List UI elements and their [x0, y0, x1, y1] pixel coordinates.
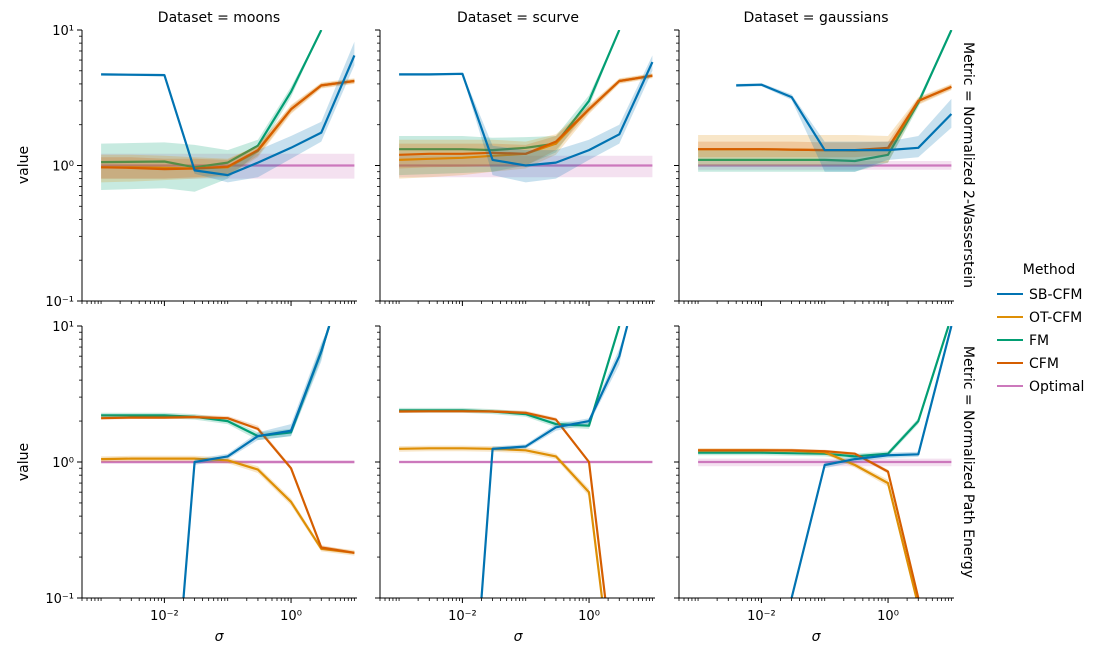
panel-1-0: 10⁻¹ 10⁰ 10¹ 10⁻² 10⁰ [45, 320, 357, 624]
band-cfm [399, 73, 653, 169]
panel-data [101, 326, 355, 598]
y-axis-label-row1: value [16, 146, 32, 184]
y-tick-label: 10⁻¹ [45, 592, 74, 607]
line-ot-cfm [101, 457, 355, 554]
panel-0-1 [375, 29, 655, 306]
line-sb-cfm [182, 326, 331, 598]
y-tick-label: 10⁰ [52, 456, 74, 471]
line-sb-cfm [736, 83, 953, 152]
band-cfm [399, 409, 606, 598]
line-ot-cfm [698, 449, 918, 598]
band-fm [698, 326, 949, 460]
line-ot-cfm [399, 447, 604, 598]
line-fm [399, 30, 621, 152]
band-fm [698, 30, 952, 172]
panel-1-1: 10⁻² 10⁰ [375, 325, 655, 624]
band-ot-cfm [101, 78, 355, 183]
col-title-gaussians: Dataset = gaussians [743, 10, 888, 26]
legend-entry-ot-cfm: OT-CFM [997, 310, 1082, 326]
x-axis-label-col2: σ [514, 629, 524, 645]
legend-label: OT-CFM [1029, 310, 1082, 326]
legend: Method SB-CFM OT-CFM FM CFM Optimal [997, 262, 1084, 395]
col-title-moons: Dataset = moons [158, 10, 280, 26]
panel-1-2: 10⁻² 10⁰ [674, 325, 954, 624]
panel-0-0: 10⁻¹ 10⁰ 10¹ [45, 24, 357, 310]
y-tick-label: 10⁰ [52, 160, 74, 175]
x-tick-label: 10⁰ [280, 609, 302, 624]
band-ot-cfm [399, 73, 653, 179]
x-tick-label: 10⁰ [578, 609, 600, 624]
line-sb-cfm [101, 54, 356, 177]
line-fm [698, 326, 950, 458]
line-sb-cfm [480, 326, 629, 598]
x-tick-label: 10⁻² [150, 609, 179, 624]
x-axis-label-col3: σ [812, 629, 822, 645]
legend-entry-cfm: CFM [997, 356, 1059, 372]
line-cfm [101, 79, 355, 171]
legend-entry-fm: FM [997, 333, 1049, 349]
panel-0-2 [674, 29, 954, 306]
panel-data [101, 30, 356, 192]
y-axis-label-row2: value [16, 443, 32, 481]
line-cfm [399, 74, 653, 156]
col-title-scurve: Dataset = scurve [457, 10, 579, 26]
band-ot-cfm [698, 83, 952, 166]
panel-data [399, 30, 654, 183]
panel-data [698, 30, 953, 172]
row-title-wasserstein: Metric = Normalized 2-Wasserstein [960, 42, 976, 288]
y-tick-label: 10⁻¹ [45, 295, 74, 310]
line-fm [101, 30, 323, 169]
line-sb-cfm [399, 61, 654, 167]
band-fm [399, 30, 620, 176]
legend-label: Optimal [1029, 379, 1084, 395]
row-title-path-energy: Metric = Normalized Path Energy [960, 346, 976, 578]
x-tick-label: 10⁻² [747, 609, 776, 624]
line-sb-cfm [790, 326, 953, 598]
line-fm [698, 30, 953, 163]
legend-entry-optimal: Optimal [997, 379, 1084, 395]
x-axis-label-col1: σ [215, 629, 225, 645]
panel-data [399, 326, 653, 598]
legend-entry-sb-cfm: SB-CFM [997, 287, 1082, 303]
line-cfm [101, 416, 355, 554]
x-tick-label: 10⁻² [448, 609, 477, 624]
line-cfm [698, 449, 920, 598]
legend-title: Method [1023, 262, 1076, 278]
line-cfm [399, 410, 607, 598]
x-tick-label: 10⁰ [877, 609, 899, 624]
band-fm [101, 30, 322, 192]
legend-label: FM [1029, 333, 1049, 349]
y-tick-label: 10¹ [52, 320, 74, 335]
y-tick-label: 10¹ [52, 24, 74, 39]
band-ot-cfm [399, 445, 602, 598]
legend-label: CFM [1029, 356, 1059, 372]
panel-data [698, 326, 953, 598]
legend-label: SB-CFM [1029, 287, 1082, 303]
